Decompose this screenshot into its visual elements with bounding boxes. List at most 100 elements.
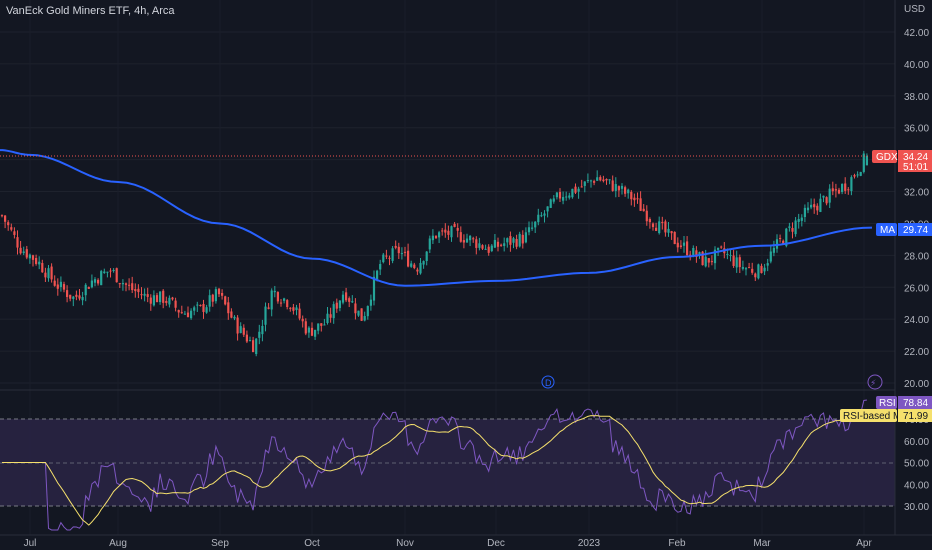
price-axis-area[interactable] (895, 0, 932, 535)
candle (441, 227, 444, 236)
candle-body (456, 227, 459, 231)
candle (118, 282, 121, 288)
candle (335, 298, 338, 313)
candle (81, 291, 84, 306)
candle-body (534, 221, 537, 228)
candle (264, 302, 267, 332)
candle (562, 191, 565, 205)
candle (428, 235, 431, 254)
candle-body (611, 180, 614, 191)
candle (217, 287, 221, 297)
candle (273, 285, 276, 298)
candle (124, 282, 128, 292)
candle (155, 292, 159, 303)
candle-body (100, 271, 103, 286)
candle (183, 310, 186, 315)
candle (847, 187, 850, 195)
candle-body (410, 263, 413, 267)
candle (109, 268, 112, 278)
candle (676, 237, 679, 253)
candle (53, 275, 56, 287)
candle-body (620, 185, 624, 189)
candle-body (295, 307, 298, 310)
candle-body (555, 192, 558, 198)
candle-body (509, 236, 512, 245)
candle-body (168, 297, 171, 305)
candle-body (803, 207, 806, 218)
candle-body (140, 294, 143, 296)
price-tick-label: 22.00 (904, 347, 929, 358)
candle-body (655, 227, 658, 231)
candle (41, 259, 44, 273)
candle-body (524, 232, 527, 243)
candle-body (258, 331, 261, 338)
candle (531, 221, 534, 231)
earnings-marker[interactable]: ⚡ (867, 374, 883, 390)
price-badge-value: 34.24 (903, 152, 928, 163)
dividend-marker[interactable]: D (541, 375, 555, 389)
candle (388, 255, 391, 266)
candle (794, 217, 797, 237)
candle (298, 303, 301, 321)
candle-body (462, 240, 465, 243)
candle (400, 247, 403, 260)
candle-body (69, 294, 72, 299)
candle (834, 183, 837, 198)
candle (72, 295, 75, 307)
earnings-marker-circle[interactable] (867, 374, 883, 390)
candle-body (791, 227, 794, 232)
candle-body (357, 310, 360, 316)
candle (193, 305, 196, 316)
candle (35, 254, 38, 266)
candle (816, 203, 819, 215)
candle-body (208, 295, 211, 307)
candle (859, 171, 862, 177)
candle (366, 305, 369, 320)
rsi-panel[interactable] (0, 399, 895, 531)
candle-body (369, 299, 372, 306)
candle (357, 310, 360, 317)
candle (813, 198, 816, 214)
candle (447, 225, 450, 240)
time-tick-label: Feb (668, 538, 686, 549)
candle (828, 184, 831, 208)
candle (310, 322, 314, 337)
candle (856, 171, 859, 178)
candle-body (267, 307, 270, 309)
candle-body (450, 226, 453, 238)
candle (500, 243, 503, 247)
candle-body (819, 198, 822, 212)
candle-body (648, 219, 651, 223)
candle (391, 245, 394, 264)
candle-body (844, 183, 847, 191)
candle-body (593, 181, 596, 183)
candle-body (797, 219, 800, 222)
time-tick-label: Sep (211, 538, 229, 549)
candle-body (90, 280, 93, 288)
rsi-tick-label: 30.00 (904, 502, 929, 513)
candle (524, 227, 527, 244)
candle (252, 336, 255, 353)
candle-body (667, 228, 670, 233)
candle-body (332, 304, 335, 319)
candle (738, 254, 741, 274)
candle (221, 289, 224, 300)
candle (93, 277, 97, 287)
candle (769, 244, 772, 264)
candle (630, 190, 633, 206)
candle (301, 315, 304, 328)
candle (354, 298, 357, 320)
candle (732, 249, 735, 268)
candle (645, 205, 648, 226)
candle-body (828, 188, 831, 203)
candle (704, 249, 707, 268)
candle-body (806, 207, 810, 211)
ma-badge: MA 29.74 (876, 223, 932, 236)
candle-body (558, 192, 562, 199)
candle (66, 285, 69, 303)
dividend-marker-circle[interactable] (541, 375, 555, 389)
candle-body (710, 261, 713, 263)
candle-body (531, 227, 534, 229)
time-axis-area[interactable] (0, 535, 932, 550)
